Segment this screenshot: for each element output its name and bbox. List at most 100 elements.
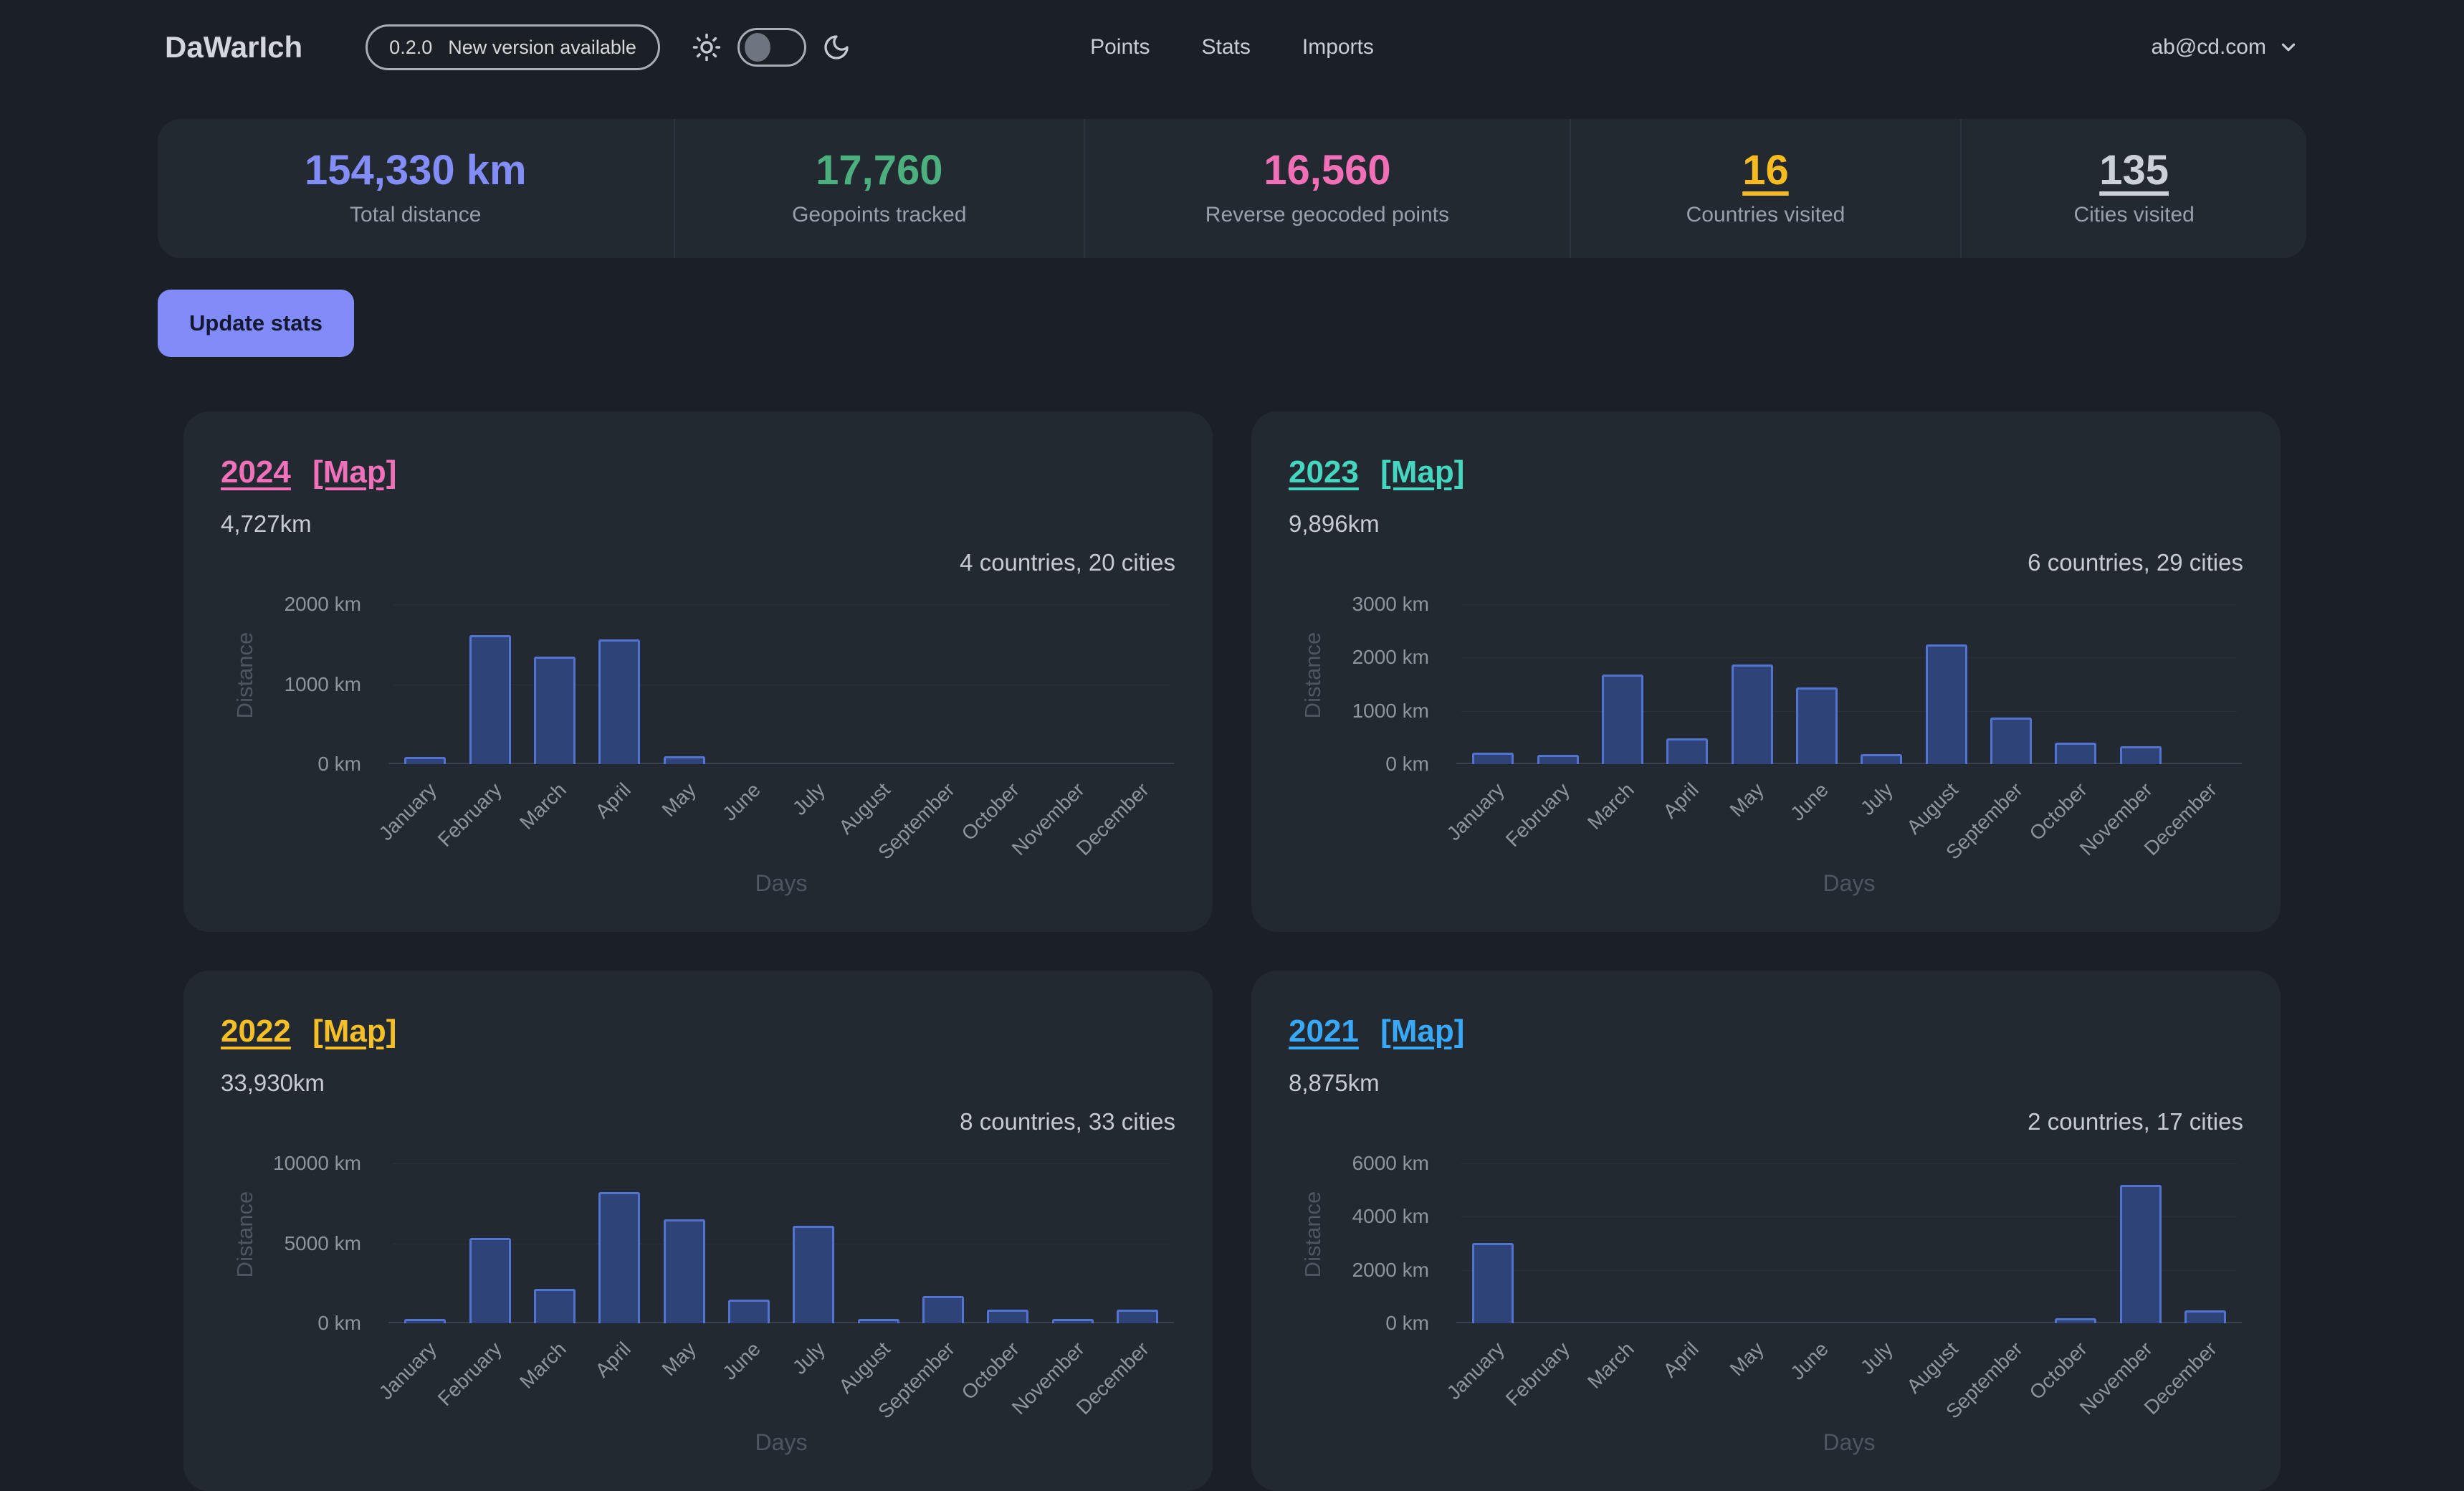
y-axis-ticks: 6000 km 4000 km 2000 km 0 km [1289, 1145, 1429, 1334]
x-axis-title: Days [755, 1429, 808, 1455]
bar-july [1861, 754, 1903, 764]
y-tick-label: 4000 km [1352, 1205, 1429, 1228]
y-tick-label: 5000 km [284, 1232, 361, 1254]
bar-june [727, 1299, 770, 1323]
plot-area [388, 1145, 1174, 1323]
bar-may [663, 756, 705, 764]
bar-january [1472, 1242, 1514, 1323]
bar-july [793, 1226, 835, 1323]
x-axis-line [388, 763, 1174, 764]
year-distance: 8,875km [1289, 1070, 1380, 1096]
bar-january [404, 756, 447, 764]
map-link[interactable]: [Map] [312, 454, 397, 490]
card-title: 2024 [Map] [221, 454, 1175, 490]
gridline [1461, 1216, 2238, 1218]
bar-october [2055, 1318, 2097, 1323]
x-axis-line [1456, 763, 2242, 764]
user-email: ab@cd.com [2151, 35, 2266, 59]
x-axis-title: Days [1823, 1429, 1876, 1455]
chevron-down-icon [2278, 37, 2299, 58]
card-title: 2021 [Map] [1289, 1014, 2243, 1049]
gridline [1461, 604, 2238, 606]
gridline [393, 1163, 1170, 1165]
bar-june [1795, 687, 1838, 764]
nav-imports[interactable]: Imports [1302, 35, 1374, 59]
stat-label-total-distance: Total distance [350, 203, 482, 227]
year-link[interactable]: 2023 [1289, 454, 1359, 490]
gridline [393, 604, 1170, 606]
x-axis-tick-labels: January February March April May June July Augu… [1443, 774, 2238, 867]
bar-october [987, 1309, 1029, 1323]
nav-points[interactable]: Points [1090, 35, 1150, 59]
stat-label-countries-visited: Countries visited [1686, 203, 1845, 227]
bar-chart: Distance 6000 km 4000 km 2000 km 0 km Janua… [1289, 1145, 2243, 1461]
y-tick-label: 1000 km [1352, 699, 1429, 722]
bar-chart: Distance 10000 km 5000 km 0 km January Febr… [221, 1145, 1175, 1461]
stat-value-total-distance: 154,330 km [304, 147, 527, 194]
bar-november [2119, 1185, 2162, 1323]
year-cards-grid: 2024 [Map] 4,727km 4 countries, 20 citie… [183, 411, 2281, 1491]
stat-cities-visited: 135 Cities visited [1960, 119, 2306, 258]
y-axis-ticks: 10000 km 5000 km 0 km [221, 1145, 361, 1334]
bar-february [469, 634, 511, 764]
x-axis-title: Days [755, 870, 808, 896]
bar-may [1731, 664, 1773, 764]
version-number: 0.2.0 [389, 36, 433, 58]
stat-value-reverse-geocoded-points: 16,560 [1264, 147, 1391, 194]
y-tick-label: 1000 km [284, 672, 361, 695]
year-link[interactable]: 2022 [221, 1014, 291, 1049]
stat-value-cities-visited[interactable]: 135 [2099, 147, 2169, 194]
stat-label-geopoints-tracked: Geopoints tracked [792, 203, 967, 227]
gridline [1461, 1270, 2238, 1271]
x-axis-line [388, 1322, 1174, 1323]
update-stats-button[interactable]: Update stats [158, 290, 355, 357]
bar-august [1925, 644, 1967, 764]
year-link[interactable]: 2024 [221, 454, 291, 490]
gridline [1461, 657, 2238, 659]
bar-august [857, 1319, 899, 1323]
bar-november [2119, 746, 2162, 764]
plot-area [388, 586, 1174, 764]
x-axis-tick-labels: January February March April May June July Augu… [375, 774, 1170, 867]
bar-december [1116, 1310, 1158, 1323]
bar-may [663, 1219, 705, 1323]
y-axis-ticks: 3000 km 2000 km 1000 km 0 km [1289, 586, 1429, 775]
year-card-2021: 2021 [Map] 8,875km 2 countries, 17 citie… [1251, 971, 2281, 1491]
bar-november [1051, 1318, 1094, 1323]
stat-label-cities-visited: Cities visited [2073, 203, 2195, 227]
year-distance: 4,727km [221, 510, 312, 537]
stat-countries-visited: 16 Countries visited [1569, 119, 1961, 258]
plot-area [1456, 1145, 2242, 1323]
map-link[interactable]: [Map] [1380, 454, 1465, 490]
moon-icon [822, 33, 851, 62]
y-tick-label: 0 km [1385, 1312, 1429, 1334]
stat-value-geopoints-tracked: 17,760 [816, 147, 943, 194]
nav-stats[interactable]: Stats [1201, 35, 1251, 59]
stat-geopoints-tracked: 17,760 Geopoints tracked [673, 119, 1084, 258]
x-axis-tick-labels: January February March April May June July Augu… [375, 1333, 1170, 1426]
year-link[interactable]: 2021 [1289, 1014, 1359, 1049]
stat-value-countries-visited[interactable]: 16 [1742, 147, 1789, 194]
x-axis-line [1456, 1322, 2242, 1323]
map-link[interactable]: [Map] [312, 1014, 397, 1049]
bar-april [598, 639, 641, 764]
theme-switcher [692, 28, 851, 67]
x-axis-title: Days [1823, 870, 1876, 896]
version-text: New version available [448, 36, 636, 58]
bar-january [404, 1319, 447, 1323]
bar-march [533, 656, 576, 764]
user-menu[interactable]: ab@cd.com [2151, 35, 2299, 59]
y-tick-label: 2000 km [1352, 646, 1429, 669]
version-badge[interactable]: 0.2.0 New version available [366, 24, 660, 70]
year-distance: 9,896km [1289, 510, 1380, 537]
bar-december [2184, 1310, 2226, 1323]
bar-january [1472, 753, 1514, 764]
year-card-2022: 2022 [Map] 33,930km 8 countries, 33 citi… [183, 971, 1213, 1491]
toggle-knob [744, 33, 770, 62]
main-nav: Points Stats Imports [1090, 35, 1374, 59]
bar-march [533, 1289, 576, 1323]
y-axis-ticks: 2000 km 1000 km 0 km [221, 586, 361, 775]
year-summary: 4 countries, 20 cities [960, 549, 1175, 576]
theme-toggle[interactable] [737, 28, 806, 67]
map-link[interactable]: [Map] [1380, 1014, 1465, 1049]
